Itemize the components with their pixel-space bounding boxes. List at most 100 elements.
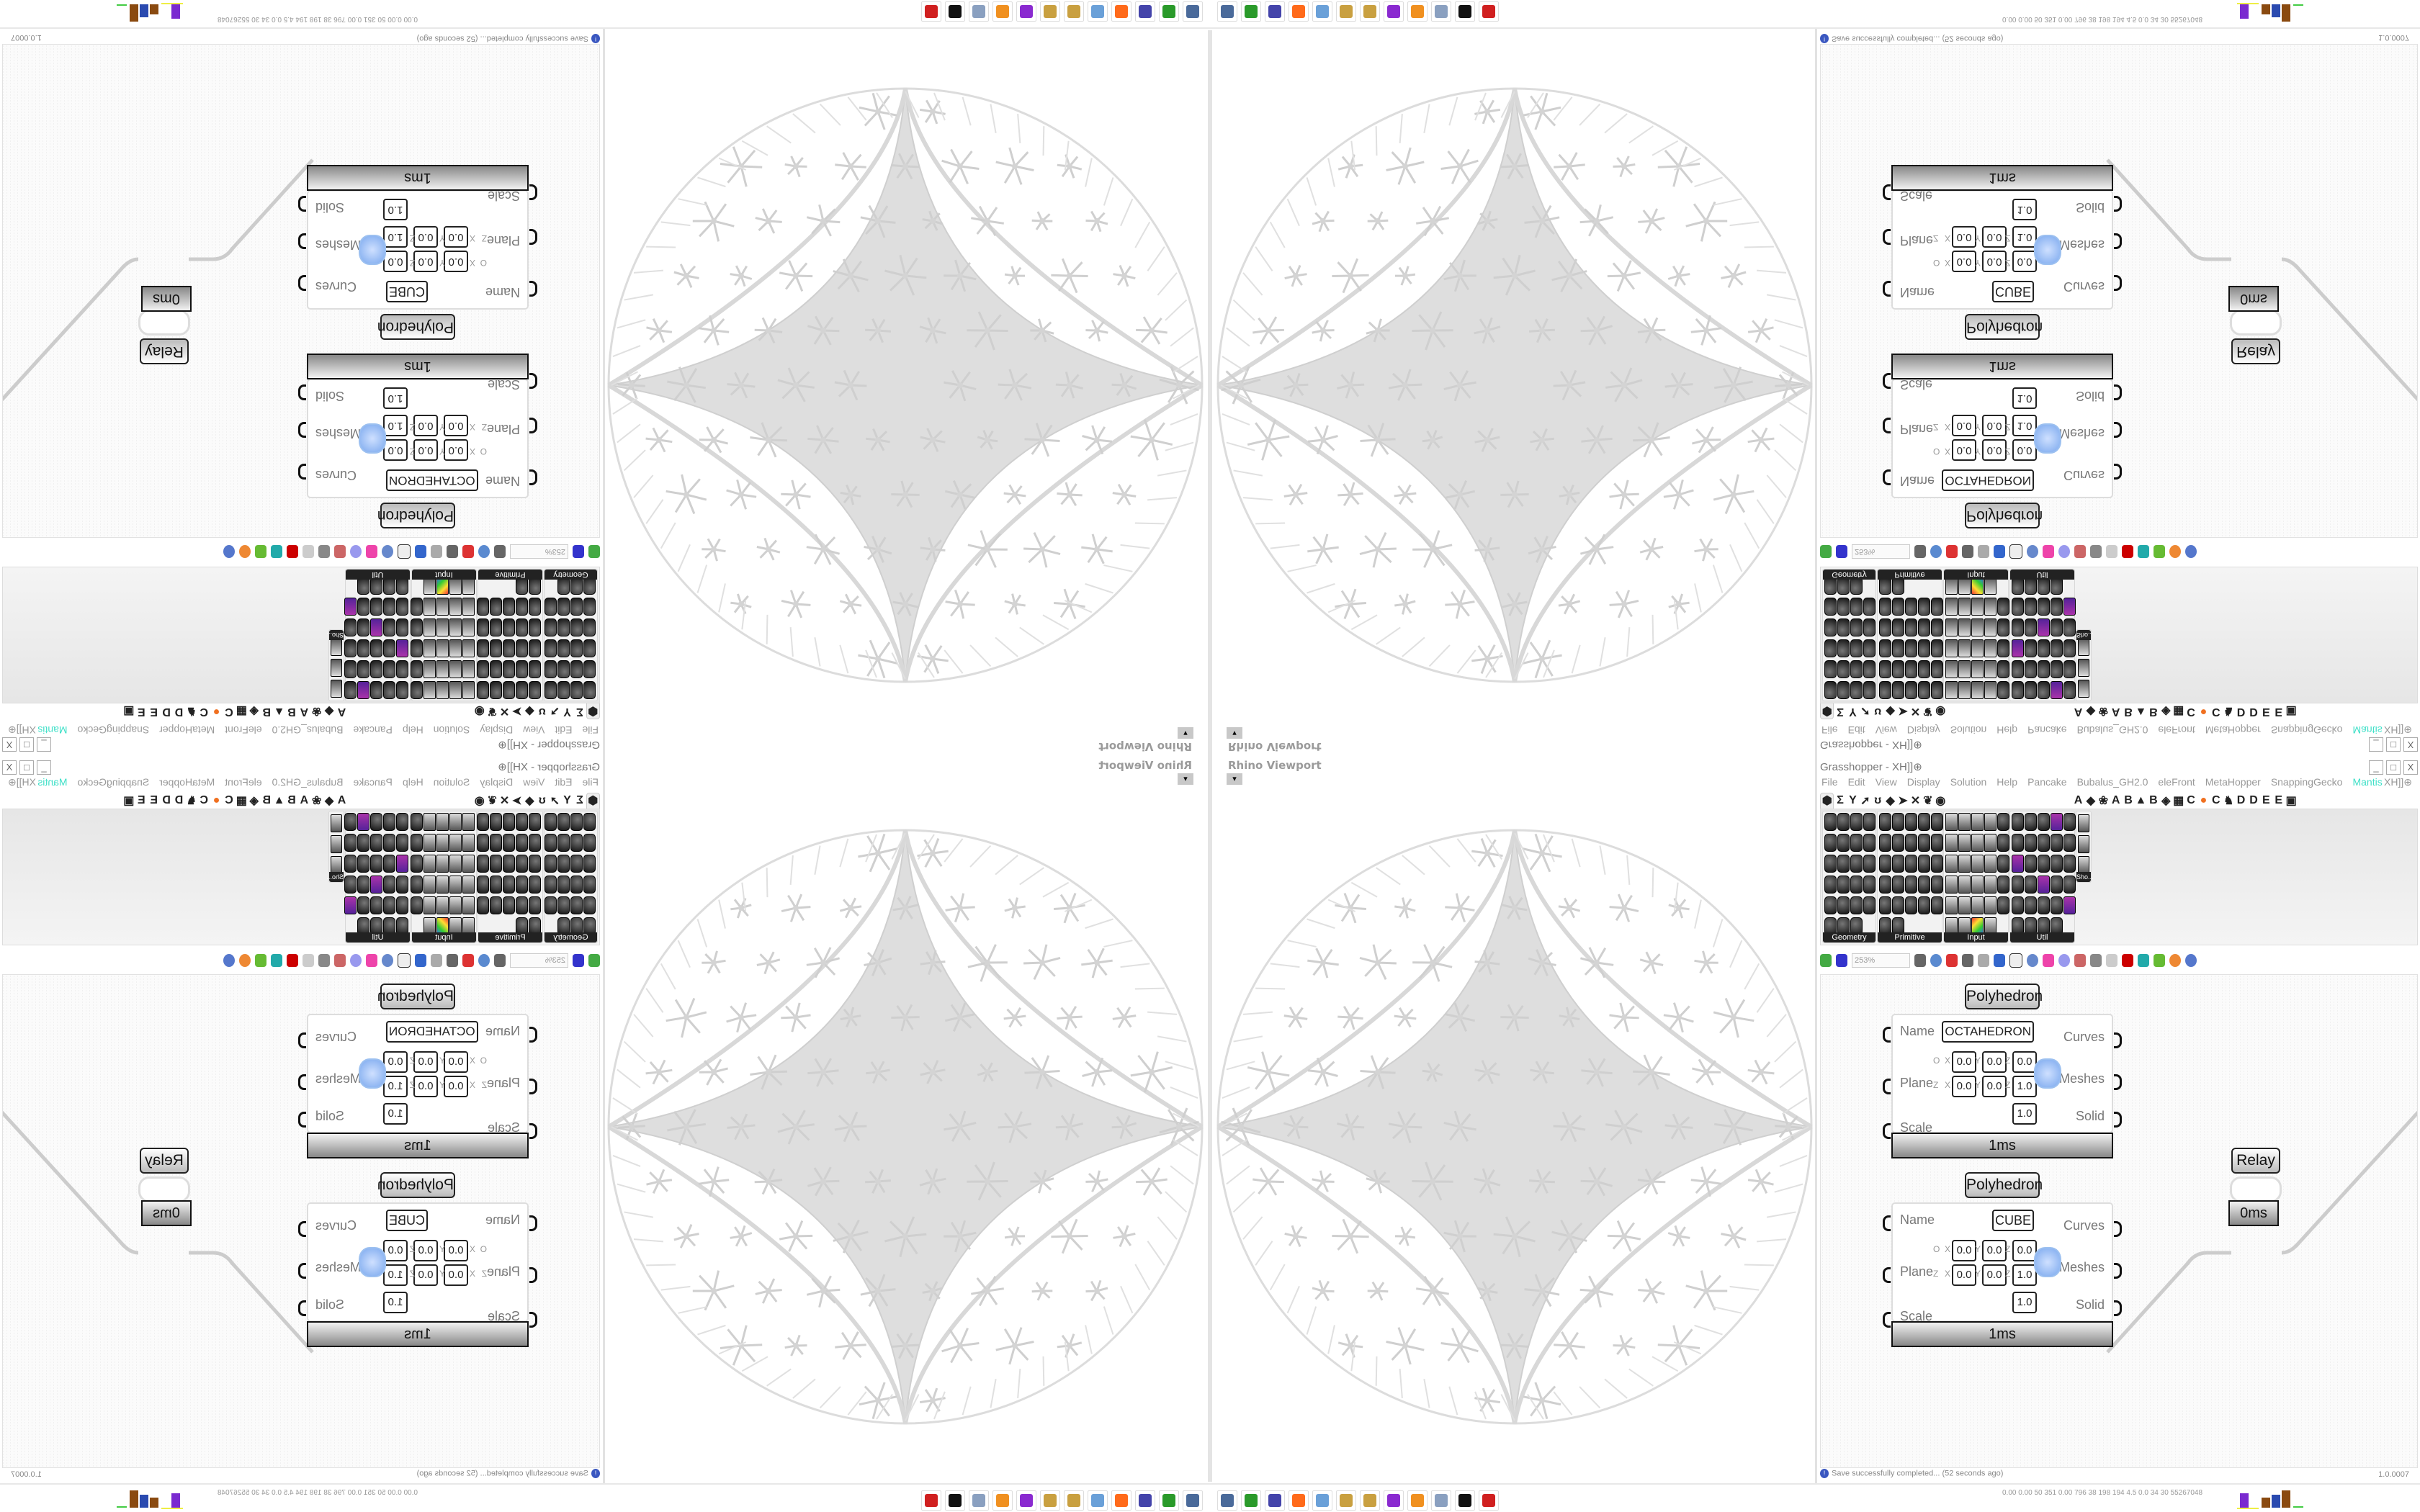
- palette-component-icon[interactable]: [2063, 834, 2076, 852]
- component-title[interactable]: Polyhedron: [377, 1172, 455, 1198]
- palette-component-icon[interactable]: [1905, 855, 1917, 873]
- input-port[interactable]: [529, 418, 537, 433]
- zaxis-z-field[interactable]: 1.0: [2012, 1264, 2037, 1286]
- snapshot-icon[interactable]: [2078, 638, 2089, 656]
- paint-icon-2[interactable]: [1360, 1, 1380, 22]
- origin-z-field[interactable]: 0.0: [2012, 1051, 2037, 1073]
- relay-node[interactable]: [2230, 1176, 2282, 1202]
- red-box-icon[interactable]: [2122, 954, 2133, 967]
- palette-component-icon[interactable]: [1863, 639, 1876, 657]
- palette-component-icon[interactable]: [1837, 681, 1850, 699]
- origin-z-field[interactable]: 0.0: [383, 1051, 408, 1073]
- blue-sphere-icon[interactable]: [2185, 545, 2197, 558]
- palette-component-icon[interactable]: [2038, 681, 2050, 699]
- relay-node[interactable]: [138, 1176, 190, 1202]
- sketch-pen-icon[interactable]: [462, 545, 474, 558]
- palette-component-icon[interactable]: [2038, 834, 2050, 852]
- palette-component-icon[interactable]: [424, 834, 436, 852]
- maximize-button[interactable]: □: [19, 737, 34, 752]
- component-tab-icon[interactable]: ʊ: [1874, 794, 1882, 806]
- firefox-icon[interactable]: [1111, 1, 1131, 22]
- floppy-64-icon[interactable]: [1135, 1490, 1155, 1511]
- palette-component-icon[interactable]: [1850, 681, 1863, 699]
- palette-component-icon[interactable]: [1958, 855, 1971, 873]
- palette-component-icon[interactable]: [1997, 855, 2009, 873]
- zaxis-x-field[interactable]: 0.0: [444, 1076, 468, 1097]
- palette-component-icon[interactable]: [411, 813, 423, 831]
- palette-component-icon[interactable]: [370, 618, 382, 636]
- palette-component-icon[interactable]: [1850, 639, 1863, 657]
- component-tab-icon[interactable]: E: [150, 706, 158, 718]
- palette-component-icon[interactable]: [583, 896, 596, 914]
- component-tab-icon[interactable]: Σ: [576, 706, 583, 718]
- component-tab-icon[interactable]: E: [2262, 794, 2270, 806]
- viewport-menu-dropdown[interactable]: ▾: [1178, 773, 1193, 785]
- component-tab-icon[interactable]: C: [200, 706, 208, 718]
- palette-component-icon[interactable]: [490, 639, 502, 657]
- sketch-pen-icon[interactable]: [1946, 545, 1958, 558]
- input-port[interactable]: [1883, 1312, 1891, 1328]
- input-port[interactable]: [1883, 469, 1891, 485]
- palette-component-icon[interactable]: [1945, 681, 1958, 699]
- menu-item-snappinggecko[interactable]: SnappingGecko: [2270, 776, 2343, 788]
- palette-panel-label[interactable]: Util: [346, 932, 410, 942]
- palette-component-icon[interactable]: [544, 681, 557, 699]
- palette-component-icon[interactable]: [344, 598, 357, 616]
- orange-sphere-icon[interactable]: [239, 545, 251, 558]
- palette-component-icon[interactable]: [1905, 618, 1917, 636]
- component-tab-icon[interactable]: ◈: [2161, 705, 2171, 717]
- component-tab-icon[interactable]: ▲: [273, 794, 285, 806]
- palette-component-icon[interactable]: [370, 813, 382, 831]
- gha-icon[interactable]: [1994, 545, 2005, 558]
- component-tab-icon[interactable]: ✕: [499, 705, 510, 717]
- palette-component-icon[interactable]: [2012, 855, 2024, 873]
- wireframe-icon[interactable]: [302, 954, 314, 967]
- maximize-button[interactable]: □: [2386, 760, 2401, 775]
- palette-component-icon[interactable]: [1918, 598, 1930, 616]
- menu-item-help[interactable]: Help: [1996, 724, 2018, 736]
- palette-component-icon[interactable]: [370, 660, 382, 678]
- palette-component-icon[interactable]: [383, 834, 395, 852]
- zaxis-y-field[interactable]: 0.0: [1982, 226, 2007, 248]
- rhino-viewport[interactable]: Rhino Viewport ▾: [1210, 756, 1816, 1482]
- zaxis-z-field[interactable]: 1.0: [383, 226, 408, 248]
- menu-item-view[interactable]: View: [523, 724, 545, 736]
- palette-component-icon[interactable]: [1850, 855, 1863, 873]
- paint-icon-2[interactable]: [1040, 1490, 1060, 1511]
- palette-component-icon[interactable]: [490, 813, 502, 831]
- palette-component-icon[interactable]: [344, 896, 357, 914]
- gpu-green-icon[interactable]: [1159, 1, 1179, 22]
- palette-component-icon[interactable]: [516, 834, 528, 852]
- output-port[interactable]: [2114, 233, 2122, 249]
- component-tab-icon[interactable]: ◆: [2086, 795, 2096, 807]
- palette-component-icon[interactable]: [544, 618, 557, 636]
- menu-item-edit[interactable]: Edit: [1847, 776, 1865, 788]
- snapshot-icon[interactable]: [2078, 835, 2089, 853]
- output-port[interactable]: [298, 464, 306, 480]
- palette-component-icon[interactable]: [1958, 639, 1971, 657]
- palette-component-icon[interactable]: [1837, 834, 1850, 852]
- input-port[interactable]: [529, 281, 537, 297]
- palette-component-icon[interactable]: [570, 855, 583, 873]
- output-port[interactable]: [298, 233, 306, 249]
- polyhedron-component[interactable]: Name Plane Scale Curves Meshes Solid CUBE O X 0.0…: [1883, 184, 2122, 310]
- polyhedron-component[interactable]: Name Plane Scale Curves Meshes Solid OCTAHEDRO…: [298, 373, 537, 498]
- component-tab-icon[interactable]: D: [2249, 794, 2258, 806]
- component-tab-icon[interactable]: ⬢: [586, 792, 600, 809]
- palette-component-icon[interactable]: [344, 618, 357, 636]
- palette-component-icon[interactable]: [1824, 598, 1837, 616]
- preview-eye-icon[interactable]: [478, 545, 490, 558]
- firefox-icon[interactable]: [1289, 1, 1309, 22]
- palette-component-icon[interactable]: [1958, 618, 1971, 636]
- palette-component-icon[interactable]: [1931, 834, 1943, 852]
- output-port[interactable]: [298, 1263, 306, 1279]
- output-port[interactable]: [298, 1112, 306, 1128]
- palette-component-icon[interactable]: [411, 681, 423, 699]
- red-box-icon[interactable]: [2122, 545, 2133, 558]
- name-value-field[interactable]: CUBE: [386, 1210, 429, 1231]
- palette-component-icon[interactable]: [1997, 876, 2009, 894]
- palette-component-icon[interactable]: [2025, 598, 2037, 616]
- palette-component-icon[interactable]: [424, 681, 436, 699]
- component-title[interactable]: Polyhedron: [1965, 314, 2043, 340]
- component-tab-icon[interactable]: A: [2074, 706, 2083, 718]
